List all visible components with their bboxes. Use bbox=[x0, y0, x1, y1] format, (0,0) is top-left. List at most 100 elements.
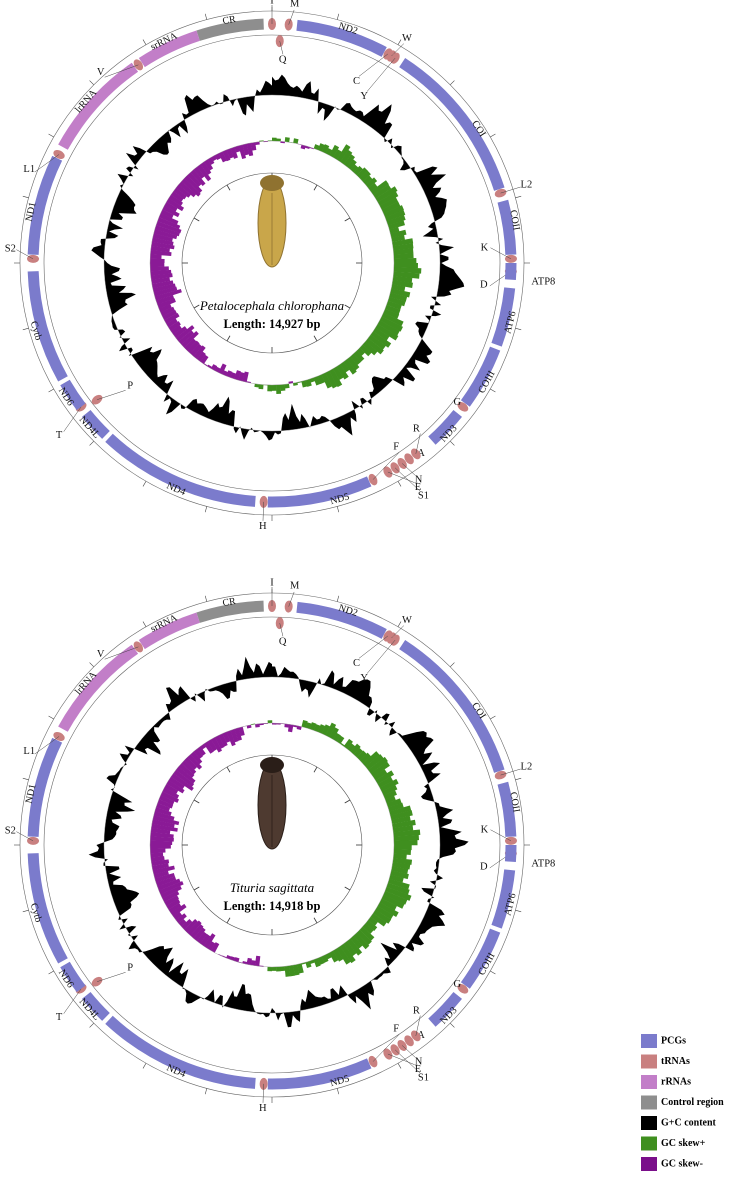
gene-segment bbox=[503, 201, 511, 255]
gene-label: D bbox=[480, 862, 488, 873]
label-leader bbox=[97, 972, 126, 981]
label-leader bbox=[367, 640, 395, 673]
gc-skew bbox=[259, 384, 264, 389]
gene-label: L2 bbox=[521, 180, 533, 191]
gc-skew bbox=[276, 385, 281, 394]
gene-label: R bbox=[413, 423, 420, 434]
legend-label: Control region bbox=[661, 1097, 724, 1108]
gene-label: P bbox=[127, 381, 133, 392]
gc-skew bbox=[268, 720, 273, 723]
scale-tick bbox=[337, 596, 339, 602]
legend-swatch bbox=[641, 1034, 657, 1048]
gc-skew bbox=[204, 363, 208, 366]
gene-label: H bbox=[259, 1103, 267, 1114]
legend-swatch bbox=[641, 1096, 657, 1110]
gene-segment bbox=[198, 24, 264, 36]
gene-label: C bbox=[353, 658, 360, 669]
gene-label: Y bbox=[360, 91, 368, 102]
gene-segment bbox=[268, 481, 369, 502]
scale-tick bbox=[515, 778, 521, 780]
gene-label: E bbox=[415, 482, 421, 493]
scale-tick bbox=[205, 506, 207, 512]
gene-label: L1 bbox=[23, 746, 35, 757]
legend-label: tRNAs bbox=[661, 1056, 690, 1067]
scale-tick bbox=[23, 328, 29, 330]
label-leader bbox=[402, 1045, 415, 1057]
scale-tick bbox=[337, 506, 339, 512]
gene-label: K bbox=[481, 243, 489, 254]
scale-tick bbox=[143, 622, 146, 627]
scale-tick bbox=[515, 196, 521, 198]
figure: CRIMND2WCYQCOIL2COIIKDATP8ATP6COIIIGND3A… bbox=[0, 0, 734, 1180]
page: {"maps": [ {"species": "Petalocephala ch… bbox=[0, 0, 734, 1180]
gene-label: I bbox=[270, 577, 274, 588]
gc-skew bbox=[276, 139, 281, 142]
genome-length: Length: 14,918 bp bbox=[224, 899, 321, 913]
gene-label: W bbox=[402, 33, 412, 44]
scale-tick bbox=[90, 1023, 94, 1027]
label-leader bbox=[97, 390, 126, 399]
gc-skew bbox=[340, 743, 344, 747]
scale-tick bbox=[515, 910, 521, 912]
gene-label: T bbox=[56, 1012, 63, 1023]
scale-tick bbox=[490, 134, 495, 137]
gene-segment bbox=[198, 606, 264, 618]
gene-label: L2 bbox=[521, 762, 533, 773]
gc-skew bbox=[280, 384, 285, 391]
scale-tick bbox=[205, 1088, 207, 1094]
gene-label: E bbox=[415, 1064, 421, 1075]
gene-label: W bbox=[402, 615, 412, 626]
legend-swatch bbox=[641, 1055, 657, 1069]
gc-skew bbox=[150, 849, 165, 854]
gene-label: L1 bbox=[23, 164, 35, 175]
gene-label: C bbox=[353, 76, 360, 87]
gene-label: M bbox=[290, 0, 300, 9]
scale-tick bbox=[450, 1023, 454, 1027]
scale-tick bbox=[337, 1088, 339, 1094]
gene-label: G bbox=[453, 979, 461, 990]
scale-tick bbox=[143, 1063, 146, 1068]
gene-label: M bbox=[290, 580, 300, 591]
label-leader bbox=[402, 463, 415, 475]
gene-label: H bbox=[259, 521, 267, 532]
gc-skew bbox=[272, 138, 277, 141]
scale-tick bbox=[23, 778, 29, 780]
gene-segment bbox=[510, 263, 511, 280]
legend-label: rRNAs bbox=[661, 1076, 691, 1087]
scale-tick bbox=[450, 441, 454, 445]
gene-label: S2 bbox=[5, 244, 16, 255]
scale-tick bbox=[49, 134, 54, 137]
gene-label: F bbox=[393, 1023, 399, 1034]
genome-length: Length: 14,927 bp bbox=[224, 317, 321, 331]
label-leader bbox=[367, 58, 395, 91]
gene-label: Q bbox=[279, 55, 287, 66]
legend-label: GC skew+ bbox=[661, 1138, 706, 1149]
scale-tick bbox=[490, 716, 495, 719]
gene-label: CR bbox=[222, 596, 237, 609]
gene-segment bbox=[402, 63, 499, 190]
gc-skew bbox=[272, 967, 277, 971]
label-leader bbox=[359, 54, 388, 76]
gene-label: P bbox=[127, 963, 133, 974]
gene-label: K bbox=[481, 825, 489, 836]
scale-tick bbox=[337, 14, 339, 20]
scale-tick bbox=[398, 481, 401, 486]
gene-label: Q bbox=[279, 637, 287, 648]
gene-label: F bbox=[393, 441, 399, 452]
gc-skew bbox=[150, 845, 171, 849]
gene-label: S2 bbox=[5, 826, 16, 837]
scale-tick bbox=[398, 40, 401, 45]
gc-skew bbox=[150, 263, 164, 267]
scale-tick bbox=[205, 14, 207, 20]
gene-segment bbox=[503, 783, 511, 837]
gene-label: G bbox=[453, 397, 461, 408]
scale-tick bbox=[490, 389, 495, 392]
legend-swatch bbox=[641, 1116, 657, 1130]
species-name: Petalocephala chlorophana bbox=[199, 298, 345, 313]
scale-tick bbox=[90, 663, 94, 667]
scale-tick bbox=[490, 971, 495, 974]
gc-skew bbox=[276, 967, 281, 972]
gene-segment bbox=[268, 1063, 369, 1084]
